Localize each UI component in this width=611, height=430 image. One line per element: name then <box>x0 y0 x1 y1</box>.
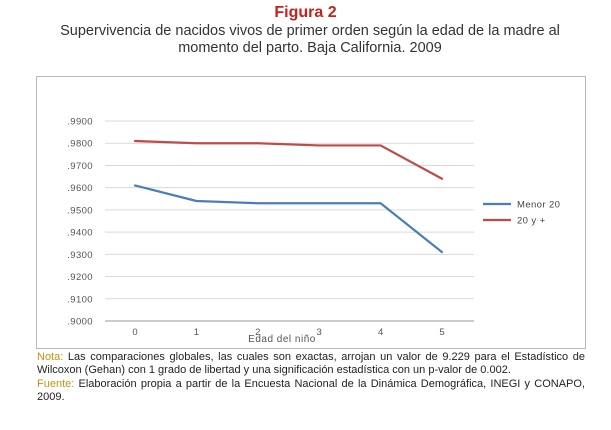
nota-paragraph: Nota: Las comparaciones globales, las cu… <box>37 351 585 377</box>
legend-label: 20 y + <box>517 216 546 227</box>
y-tick-label: .9000 <box>67 317 93 328</box>
x-tick-label: 3 <box>317 327 322 338</box>
notes-block: Nota: Las comparaciones globales, las cu… <box>37 351 585 405</box>
series-lines <box>133 139 444 254</box>
x-axis-label: Edad del niño <box>248 334 316 345</box>
legend-label: Menor 20 <box>517 200 560 211</box>
x-tick-labels: 0 1 2 3 4 5 <box>132 327 444 338</box>
x-tick-label: 1 <box>194 327 199 338</box>
fuente-paragraph: Fuente: Elaboración propia a partir de l… <box>37 378 585 404</box>
y-tick-label: .9800 <box>67 139 93 150</box>
x-tick-label: 4 <box>378 327 383 338</box>
x-tick-label: 5 <box>439 327 444 338</box>
y-tick-label: .9700 <box>67 161 93 172</box>
y-tick-label: .9600 <box>67 183 93 194</box>
y-tick-label: .9500 <box>67 205 93 216</box>
x-tick-label: 2 <box>255 327 260 338</box>
fuente-label: Fuente: <box>37 378 75 390</box>
y-tick-label: .9300 <box>67 250 93 261</box>
nota-text: Las comparaciones globales, las cuales s… <box>37 351 585 376</box>
grid-lines <box>105 120 474 300</box>
y-tick-label: .9900 <box>67 117 93 128</box>
y-tick-label: .9200 <box>67 272 93 283</box>
fuente-text: Elaboración propia a partir de la Encues… <box>37 378 585 403</box>
legend: Menor 20 20 y + <box>483 200 560 227</box>
figure-label: Figura 2 <box>274 4 337 21</box>
series-line-0 <box>133 184 444 254</box>
y-tick-label: .9100 <box>67 294 93 305</box>
nota-label: Nota: <box>37 351 64 363</box>
series-line-1 <box>133 139 444 180</box>
y-tick-labels: .9000 .9100 .9200 .9300 .9400 .9500 .9600 .9700… <box>67 117 93 328</box>
x-tick-label: 0 <box>132 327 137 338</box>
figure-title: Supervivencia de nacidos vivos de primer… <box>60 23 560 56</box>
y-tick-label: .9400 <box>67 228 93 239</box>
